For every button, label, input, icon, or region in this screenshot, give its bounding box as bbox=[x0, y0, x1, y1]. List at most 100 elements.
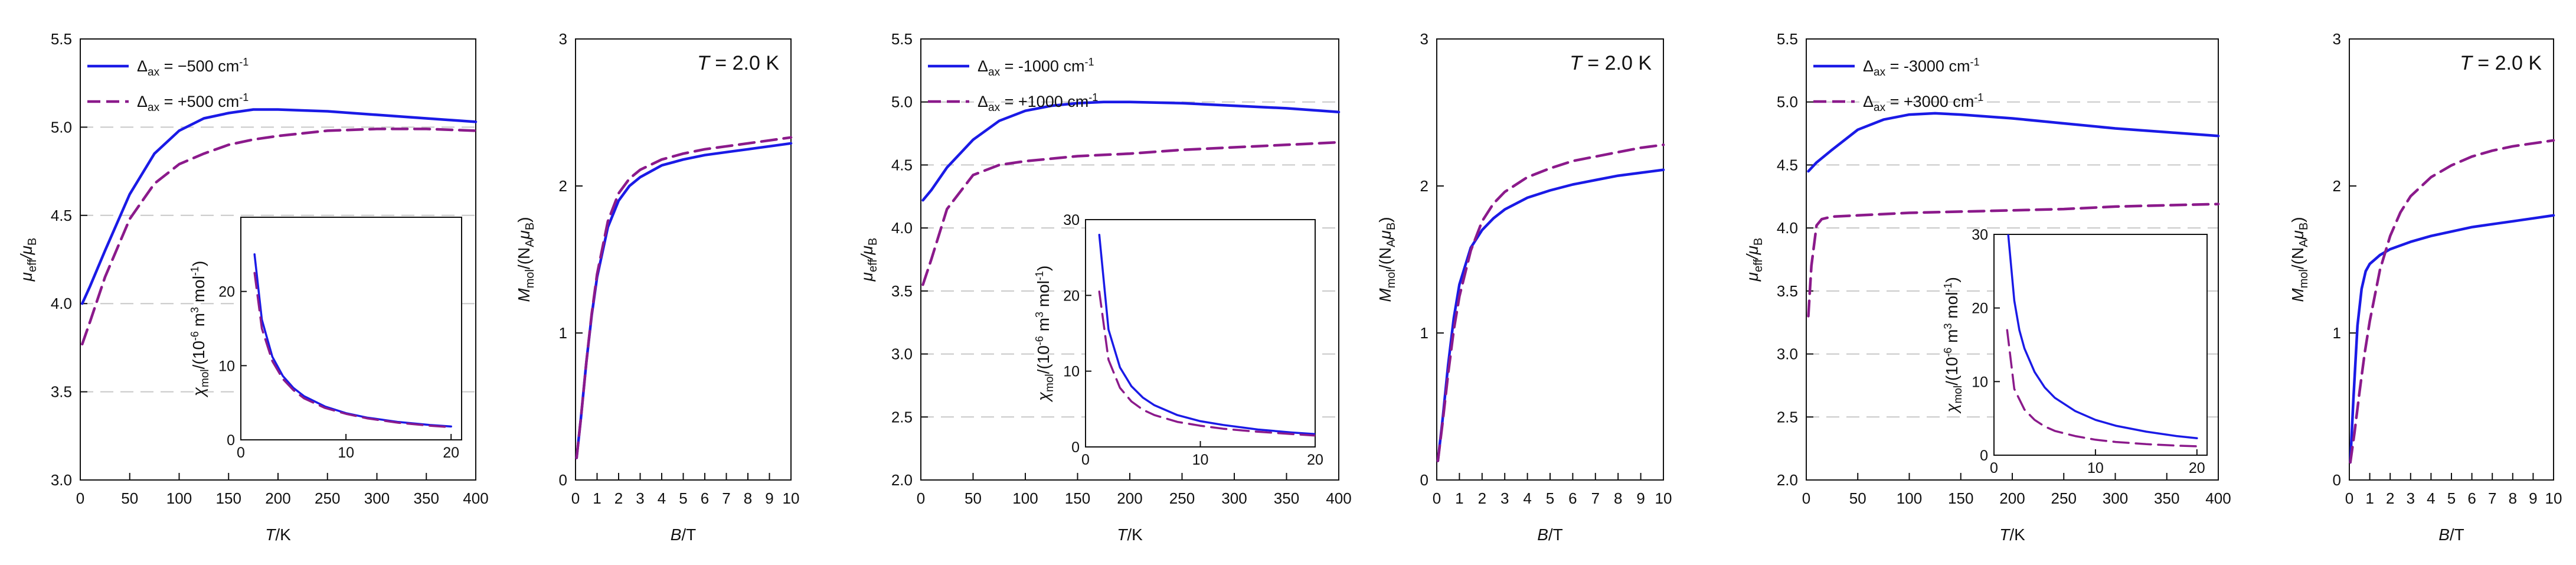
x-tick-label: 0 bbox=[1081, 452, 1090, 468]
series-line-2[interactable] bbox=[1807, 203, 2220, 318]
label-part: mol bbox=[524, 269, 537, 288]
series-line-1[interactable] bbox=[1807, 112, 2220, 173]
y-tick-label: 2.0 bbox=[1777, 471, 1798, 489]
temperature-annotation: T = 2.0 K bbox=[2460, 52, 2542, 74]
label-part: /(N bbox=[1376, 247, 1394, 269]
label-part: mol bbox=[1952, 386, 1964, 404]
x-tick-label: 20 bbox=[1307, 452, 1323, 468]
x-tick-label: 150 bbox=[1065, 489, 1090, 507]
y-axis-title: μeff/μB bbox=[17, 238, 39, 282]
series-line-2[interactable] bbox=[2006, 329, 2198, 448]
label-part: mol bbox=[1385, 269, 1398, 288]
x-tick-label: 350 bbox=[1274, 489, 1299, 507]
y-axis-title: μeff/μB bbox=[858, 238, 880, 282]
legend-entry-2: Δax = +1000 cm-1 bbox=[978, 92, 1098, 114]
series-line-2[interactable] bbox=[1098, 290, 1315, 437]
label-part: mol bbox=[199, 369, 211, 387]
series-line-2[interactable] bbox=[1436, 143, 1665, 462]
label-part: mol bbox=[1044, 374, 1056, 392]
label-part: ax bbox=[148, 66, 160, 79]
label-part: m bbox=[1943, 329, 1961, 347]
label-part: -1 bbox=[239, 56, 249, 68]
x-tick-label: 0 bbox=[1433, 489, 1441, 507]
series-line-2[interactable] bbox=[81, 128, 478, 346]
series-line-2[interactable] bbox=[921, 141, 1341, 286]
series-line-1[interactable] bbox=[253, 253, 452, 428]
x-tick-label: 6 bbox=[1568, 489, 1577, 507]
x-tick-label: 10 bbox=[338, 445, 354, 461]
series-line-2[interactable] bbox=[575, 136, 793, 459]
y-tick-label: 4.5 bbox=[1777, 156, 1798, 174]
label-part: = −500 cm bbox=[159, 57, 239, 75]
y-axis-title: Mmol/(NAμB) bbox=[515, 217, 537, 302]
label-part: χ bbox=[1943, 403, 1961, 414]
inset-series-group bbox=[1098, 233, 1315, 437]
x-tick-label: 1 bbox=[1455, 489, 1463, 507]
y-tick-label: 5.5 bbox=[51, 30, 72, 48]
label-part: -1 bbox=[239, 92, 249, 103]
x-tick-label: 3 bbox=[2407, 489, 2415, 507]
series-line-1[interactable] bbox=[575, 142, 793, 459]
x-tick-label: 10 bbox=[1192, 452, 1209, 468]
label-part: /μ bbox=[17, 246, 35, 260]
x-tick-label: 350 bbox=[2154, 489, 2179, 507]
x-tick-label: 5 bbox=[1546, 489, 1554, 507]
y-tick-label: 4.0 bbox=[51, 295, 72, 312]
x-tick-label: 6 bbox=[701, 489, 709, 507]
y-tick-label: 0 bbox=[1980, 448, 1988, 464]
x-axis-title: B/T bbox=[671, 525, 697, 544]
label-part: Δ bbox=[137, 57, 148, 75]
series-line-1[interactable] bbox=[1098, 233, 1315, 435]
x-tick-label: 0 bbox=[237, 445, 245, 461]
x-tick-label: 300 bbox=[1221, 489, 1247, 507]
x-tick-label: 50 bbox=[121, 489, 138, 507]
legend-entry-1: Δax = -3000 cm-1 bbox=[1863, 56, 1979, 79]
x-tick-label: 10 bbox=[2087, 460, 2104, 476]
y-tick-label: 4.0 bbox=[891, 219, 913, 237]
x-tick-label: 400 bbox=[2205, 489, 2231, 507]
plot-frame bbox=[1436, 38, 1664, 481]
label-part: -6 bbox=[1034, 336, 1045, 345]
series-line-2[interactable] bbox=[2349, 139, 2555, 464]
y-tick-label: 5.5 bbox=[1777, 30, 1798, 48]
y-tick-label: 2 bbox=[1420, 177, 1428, 195]
series-line-1[interactable] bbox=[2349, 214, 2555, 464]
label-part: ax bbox=[148, 102, 160, 114]
x-axis-title: T/K bbox=[1117, 525, 1143, 544]
y-tick-label: 10 bbox=[1063, 364, 1080, 380]
x-tick-label: 0 bbox=[1802, 489, 1810, 507]
y-tick-label: 0 bbox=[1071, 439, 1080, 456]
y-tick-label: 4.0 bbox=[1777, 219, 1798, 237]
series-line-1[interactable] bbox=[2007, 234, 2198, 440]
series-line-1[interactable] bbox=[81, 108, 478, 305]
x-tick-label: 1 bbox=[593, 489, 601, 507]
label-part: m bbox=[1034, 318, 1052, 336]
series-line-1[interactable] bbox=[921, 100, 1341, 202]
label-part: χ bbox=[1034, 391, 1052, 403]
x-tick-label: 400 bbox=[1326, 489, 1351, 507]
y-tick-label: 5.0 bbox=[1777, 93, 1798, 111]
label-part: B bbox=[1537, 525, 1548, 544]
x-tick-label: 20 bbox=[2189, 460, 2205, 476]
chart-panel-mu-2: 0 50 100 150 200 250 300 350 4002.02.53.03.54.04… bbox=[858, 30, 1352, 544]
x-tick-label: 5 bbox=[679, 489, 687, 507]
label-part: ax bbox=[988, 102, 1001, 114]
label-part: = 2.0 K bbox=[1582, 52, 1652, 74]
series-line-1[interactable] bbox=[1436, 168, 1665, 462]
label-part: μ bbox=[1376, 230, 1394, 240]
y-tick-label: 3.0 bbox=[891, 345, 913, 363]
legend-entry-1: Δax = -1000 cm-1 bbox=[978, 56, 1094, 79]
y-tick-label: 4.5 bbox=[51, 207, 72, 224]
y-tick-label: 5.5 bbox=[891, 30, 913, 48]
label-part: μ bbox=[1743, 272, 1761, 282]
x-tick-label: 4 bbox=[658, 489, 666, 507]
label-part: -1 bbox=[189, 266, 201, 276]
x-tick-label: 150 bbox=[216, 489, 241, 507]
label-part: /(10 bbox=[189, 341, 208, 369]
label-part: -1 bbox=[1974, 92, 1983, 103]
x-tick-label: 9 bbox=[2529, 489, 2537, 507]
